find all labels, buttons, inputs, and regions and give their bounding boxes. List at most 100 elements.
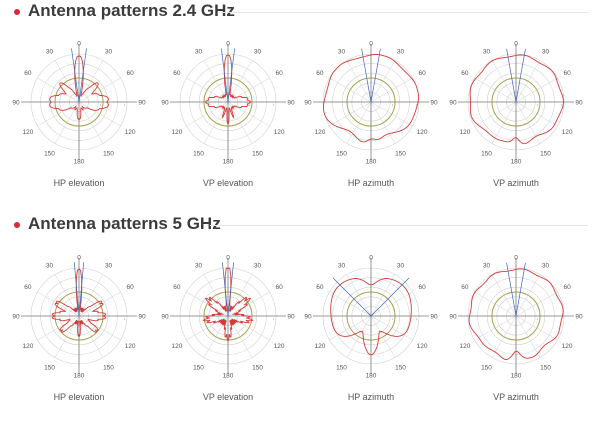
polar-spoke-210 [346,315,372,358]
radiation-pattern-curve [323,53,420,143]
angle-tick-label: 60 [275,70,283,77]
polar-spoke-60 [515,77,558,103]
angle-tick-label: 120 [314,343,325,350]
beamwidth-marker-1 [71,48,80,103]
polar-spoke-300 [474,291,517,317]
angle-tick-label: 120 [125,129,136,136]
polar-spoke-300 [186,291,229,317]
polar-spoke-330 [346,274,372,317]
angle-tick-label: 120 [171,129,182,136]
beamwidth-marker-1 [506,262,517,317]
polar-spoke-150 [370,315,396,358]
polar-spoke-30 [370,60,396,103]
polar-spoke-120 [370,315,413,341]
angle-tick-label: 150 [193,151,204,158]
angle-tick-label: 0 [226,41,230,48]
angle-tick-label: 90 [287,314,295,321]
angle-tick-label: 0 [77,255,81,262]
angle-tick-label: 60 [316,70,324,77]
polar-chart-vp-elevation-5ghz: 0 30 60 90 120 150 180 150 120 90 60 30 • • VP elevat… [153,249,303,409]
radial-scale-mark: • [392,103,394,107]
angle-tick-label: 30 [195,48,203,55]
radial-scale-mark: • [561,103,563,107]
polar-spoke-240 [37,101,80,127]
polar-spoke-150 [370,101,396,144]
angle-tick-label: 90 [138,100,146,107]
angle-tick-label: 30 [105,48,113,55]
polar-spoke-330 [491,274,517,317]
angle-tick-label: 180 [511,159,522,166]
angle-tick-label: 90 [449,100,457,107]
angle-tick-label: 150 [540,365,551,372]
beamwidth-marker-1 [221,48,229,103]
angle-tick-label: 0 [514,255,518,262]
radiation-pattern-curve [469,54,564,145]
angle-tick-label: 60 [563,284,571,291]
angle-tick-label: 120 [171,343,182,350]
polar-chart-vp-azimuth-2-4ghz: 0 30 60 90 120 150 180 150 120 90 60 30 • • VP azimut… [441,35,591,195]
radial-scale-mark: • [416,317,418,321]
beamwidth-marker-2 [515,48,526,103]
angle-tick-label: 90 [12,100,20,107]
angle-tick-label: 120 [459,343,470,350]
angle-tick-label: 150 [193,365,204,372]
angle-tick-label: 90 [161,314,169,321]
angle-tick-label: 0 [369,41,373,48]
section-header-5ghz: Antenna patterns 5 GHz [0,213,600,237]
angle-tick-label: 180 [223,373,234,380]
radial-scale-mark: • [124,103,126,107]
chart-title: VP azimuth [493,178,539,188]
polar-spoke-330 [491,60,517,103]
angle-tick-label: 30 [397,262,405,269]
polar-chart-hp-azimuth-2-4ghz: 0 30 60 90 120 150 180 150 120 90 60 30 • • HP azimut… [296,35,446,195]
angle-tick-label: 30 [542,262,550,269]
angle-tick-label: 90 [304,100,312,107]
section-header-2-4ghz: Antenna patterns 2.4 GHz [0,0,600,24]
polar-spoke-240 [186,101,229,127]
polar-chart-hp-elevation-2-4ghz: 0 30 60 90 120 150 180 150 120 90 60 30 • • HP elevat… [4,35,154,195]
angle-tick-label: 90 [161,100,169,107]
angle-tick-label: 0 [226,255,230,262]
radial-scale-mark: • [273,317,275,321]
angle-tick-label: 60 [173,70,181,77]
polar-spoke-240 [329,101,372,127]
polar-spoke-240 [474,315,517,341]
beamwidth-marker-2 [227,262,234,317]
beamwidth-marker-1 [506,48,517,103]
radial-scale-mark: • [537,103,539,107]
polar-chart-vp-elevation-2-4ghz: 0 30 60 90 120 150 180 150 120 90 60 30 • • VP elevat… [153,35,303,195]
polar-spoke-300 [37,291,80,317]
polar-spoke-120 [78,101,121,127]
angle-tick-label: 0 [514,41,518,48]
polar-spoke-60 [227,77,270,103]
angle-tick-label: 60 [24,70,32,77]
beamwidth-marker-1 [73,262,80,317]
polar-spoke-60 [515,291,558,317]
polar-spoke-210 [491,315,517,358]
chart-title: HP azimuth [347,178,395,188]
angle-tick-label: 60 [461,70,469,77]
section-bullet-icon [14,222,20,228]
polar-plot: 0 30 60 90 120 150 180 150 120 90 60 30 • • [12,41,146,166]
radiation-pattern-curve [202,267,254,343]
angle-tick-label: 60 [563,70,571,77]
polar-spoke-210 [346,101,372,144]
angle-tick-label: 30 [338,48,346,55]
angle-tick-label: 150 [336,365,347,372]
angle-tick-label: 30 [254,48,262,55]
angle-tick-label: 180 [74,159,85,166]
angle-tick-label: 120 [417,343,428,350]
angle-tick-label: 120 [459,129,470,136]
angle-tick-label: 60 [24,284,32,291]
beamwidth-marker-2 [515,262,526,317]
angle-tick-label: 60 [418,284,426,291]
section-divider [222,12,588,13]
chart-title: HP elevation [53,392,105,402]
polar-plot: 0 30 60 90 120 150 180 150 120 90 60 30 • • [449,41,583,166]
angle-tick-label: 150 [44,151,55,158]
polar-spoke-120 [370,101,413,127]
section-title: Antenna patterns 5 GHz [28,214,221,233]
angle-tick-label: 90 [12,314,20,321]
beamwidth-marker-2 [370,48,381,103]
angle-tick-label: 150 [44,365,55,372]
